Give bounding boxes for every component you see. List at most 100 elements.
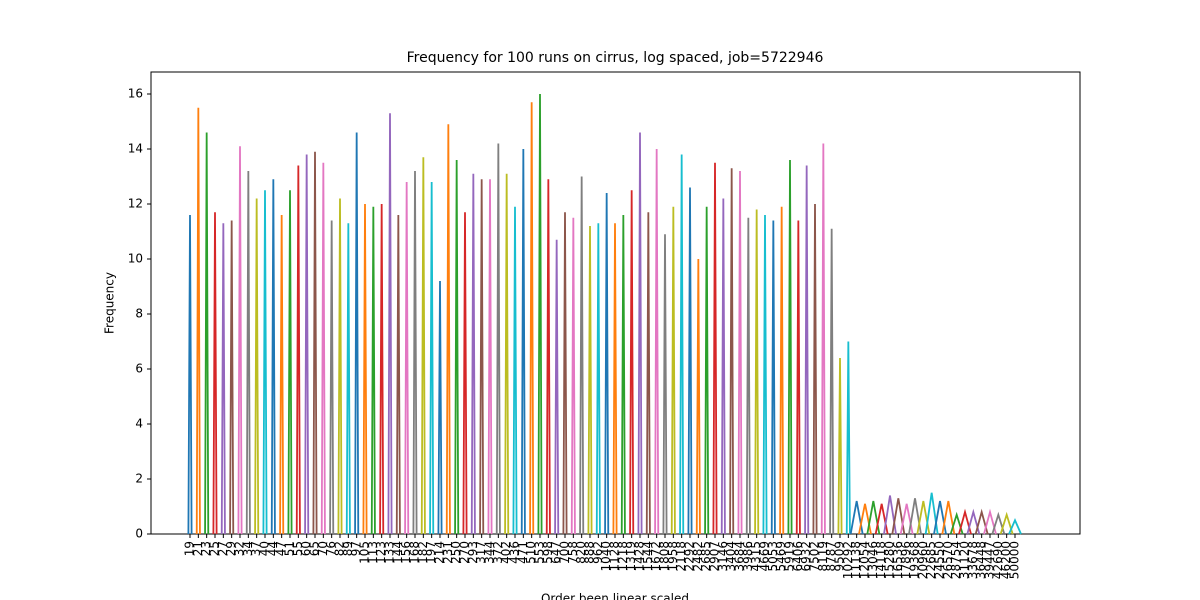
x-tick-label: 113 — [366, 541, 380, 564]
spike — [462, 212, 468, 535]
x-tick-label: 6932 — [799, 541, 813, 572]
spike — [645, 212, 651, 535]
x-tick-label: 3404 — [724, 541, 738, 572]
x-tick-label: 14118 — [874, 541, 888, 579]
x-tick-label: 3684 — [733, 541, 747, 572]
spike — [712, 162, 718, 535]
y-tick-label: 0 — [135, 527, 143, 541]
x-tick-label: 647 — [549, 541, 563, 564]
x-tick-label: 123 — [374, 541, 388, 564]
spike — [545, 179, 551, 535]
x-tick-label: 11138 — [849, 541, 863, 579]
x-tick-label: 888 — [583, 541, 597, 564]
x-tick-label: 3146 — [716, 541, 730, 572]
spike — [704, 206, 710, 535]
spike — [595, 223, 601, 535]
spike — [670, 206, 676, 535]
x-tick-label: 2685 — [699, 541, 713, 572]
spike — [958, 508, 972, 535]
spike — [804, 165, 810, 535]
x-tick-label: 4669 — [758, 541, 772, 572]
x-tick-label: 40 — [258, 541, 272, 556]
spike — [429, 181, 435, 535]
spike — [412, 170, 418, 535]
x-tick-label: 293 — [466, 541, 480, 564]
x-tick-label: 46200 — [999, 541, 1013, 579]
x-tick-label: 962 — [591, 541, 605, 564]
spike — [562, 212, 568, 535]
spike — [537, 93, 543, 535]
x-tick-label: 26570 — [941, 541, 955, 579]
spike — [395, 214, 401, 535]
x-tick-label: 8787 — [824, 541, 838, 572]
spike — [629, 190, 635, 535]
x-tick-label: 15280 — [883, 541, 897, 579]
x-tick-label: 32 — [233, 541, 247, 556]
spike — [654, 148, 660, 535]
y-tick-label: 8 — [135, 307, 143, 321]
x-tick-label: 17896 — [899, 541, 913, 579]
spike — [941, 500, 956, 535]
x-tick-label: 133 — [383, 541, 397, 564]
x-tick-label: 2292 — [683, 541, 697, 572]
x-tick-label: 21 — [191, 541, 205, 556]
spike — [837, 357, 843, 535]
x-tick-label: 471 — [516, 541, 530, 564]
spike — [520, 148, 526, 535]
spike — [662, 234, 668, 535]
spike — [966, 508, 981, 535]
x-tick-label: 1808 — [658, 541, 672, 572]
spike — [795, 220, 801, 535]
spike — [529, 102, 535, 535]
x-tick-label: 34 — [241, 541, 255, 556]
x-tick-label: 436 — [508, 541, 522, 564]
spike — [612, 223, 618, 535]
spike — [287, 190, 293, 535]
x-tick-label: 344 — [483, 541, 497, 564]
spike — [687, 187, 693, 535]
x-tick-label: 1544 — [641, 541, 655, 572]
spike — [570, 217, 576, 535]
spike — [845, 341, 851, 535]
spike — [245, 170, 251, 535]
x-tick-label: 89 — [341, 541, 355, 556]
y-axis-label: Frequency — [103, 272, 117, 334]
spike — [437, 280, 443, 535]
x-tick-label: 214 — [433, 541, 447, 564]
spike — [304, 154, 310, 535]
x-tick-label: 27 — [216, 541, 230, 556]
x-tick-label: 2907 — [708, 541, 722, 572]
spike — [587, 225, 593, 535]
spike — [295, 165, 301, 535]
spike — [470, 173, 476, 535]
spike — [312, 151, 318, 535]
x-tick-label: 37 — [249, 541, 263, 556]
x-tick-label: 1040 — [599, 541, 613, 572]
x-tick-label: 22685 — [924, 541, 938, 579]
spike — [262, 190, 268, 535]
y-tick-label: 4 — [135, 417, 143, 431]
spike — [354, 132, 360, 535]
x-tick-label: 1428 — [633, 541, 647, 572]
x-tick-label: 1128 — [608, 541, 622, 572]
spike — [695, 258, 701, 535]
spike — [779, 206, 785, 535]
spike — [379, 203, 385, 535]
x-tick-label: 197 — [424, 541, 438, 564]
x-tick-label: 82 — [333, 541, 347, 556]
spike — [420, 157, 426, 535]
spike — [637, 132, 643, 535]
x-tick-label: 9509 — [833, 541, 847, 572]
y-tick-label: 14 — [128, 142, 143, 156]
x-tick-label: 24550 — [933, 541, 947, 579]
x-tick-label: 60 — [299, 541, 313, 556]
x-tick-label: 250 — [449, 541, 463, 564]
x-tick-label: 317 — [474, 541, 488, 564]
x-tick-label: 1958 — [666, 541, 680, 572]
x-tick-label: 4315 — [749, 541, 763, 572]
x-tick-label: 270 — [458, 541, 472, 564]
y-tick-label: 10 — [128, 252, 143, 266]
spike — [487, 179, 493, 535]
x-tick-label: 19 — [183, 541, 197, 556]
x-tick-label: 47 — [274, 541, 288, 556]
